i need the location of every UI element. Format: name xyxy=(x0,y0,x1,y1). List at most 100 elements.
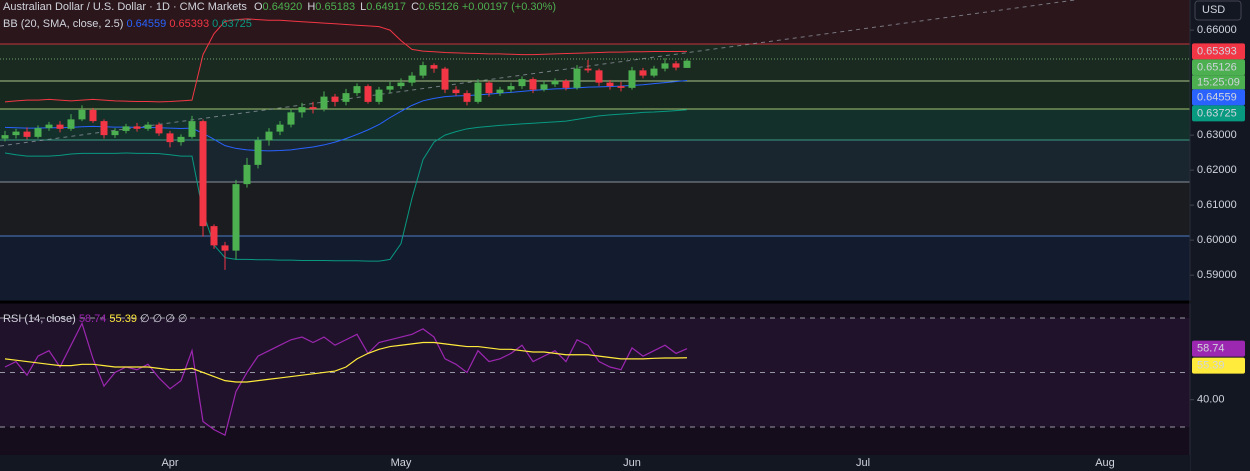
price-tag xyxy=(1192,59,1245,76)
candle-body xyxy=(331,96,339,102)
candle-body xyxy=(342,93,350,102)
candle-body xyxy=(617,86,625,88)
series-line xyxy=(4,109,688,262)
candle-body xyxy=(276,124,284,132)
candle-body xyxy=(584,68,592,71)
bb-name: BB (20, SMA, close, 2.5) xyxy=(3,18,123,30)
price-tag xyxy=(1192,357,1245,374)
candle-body xyxy=(155,124,163,134)
candle-body xyxy=(474,82,482,102)
y-tick-label: 0.59000 xyxy=(1197,269,1237,281)
price-tag-label: 0.63725 xyxy=(1197,107,1237,119)
candle-body xyxy=(551,80,559,85)
candle-body xyxy=(672,63,680,68)
candle-body xyxy=(485,82,493,94)
candle-body xyxy=(188,121,196,137)
candle-body xyxy=(100,121,108,136)
price-tag xyxy=(1192,43,1245,60)
candle-body xyxy=(430,65,438,69)
bb-value: 0.63725 xyxy=(212,18,252,30)
candle-body xyxy=(375,89,383,102)
candle-body xyxy=(463,93,471,102)
candle-body xyxy=(122,126,130,131)
candle-body xyxy=(45,124,53,129)
candle-body xyxy=(232,184,240,251)
x-tick-label: Jun xyxy=(623,457,641,469)
candle-body xyxy=(78,109,86,120)
candle-body xyxy=(67,119,75,129)
candle-body xyxy=(221,245,229,251)
candle-body xyxy=(397,82,405,87)
candle-body xyxy=(89,109,97,122)
series-line xyxy=(4,321,688,436)
y-tick-label: 0.61000 xyxy=(1197,199,1237,211)
candle-body xyxy=(628,70,636,88)
candle-body xyxy=(287,112,295,125)
time-axis xyxy=(0,455,1190,471)
symbol-title: Australian Dollar / U.S. Dollar · 1D · C… xyxy=(3,1,247,13)
x-tick-label: Jul xyxy=(856,457,870,469)
price-tag xyxy=(1192,105,1245,122)
currency[interactable]: USD xyxy=(1202,4,1225,16)
bb-header: BB (20, SMA, close, 2.5) 0.64559 0.65393… xyxy=(3,18,252,30)
candle-body xyxy=(562,80,570,88)
candle-body xyxy=(419,65,427,76)
candle-body xyxy=(518,79,526,87)
ohlc-key: H xyxy=(307,1,315,13)
series-line xyxy=(4,341,688,383)
candle-body xyxy=(309,107,317,109)
rsi-ma-value: 55.39 xyxy=(109,313,137,325)
candle-body xyxy=(364,86,372,102)
candle-body xyxy=(56,124,64,129)
bb-value: 0.64559 xyxy=(127,18,167,30)
ohlc-value: 0.65183 xyxy=(315,1,355,13)
ohlc-value: 0.64917 xyxy=(366,1,406,13)
rsi-value: 58.74 xyxy=(79,313,107,325)
candle-body xyxy=(353,86,361,94)
candle-body xyxy=(573,68,581,88)
change: +0.00197 (+0.30%) xyxy=(462,1,556,13)
candle-body xyxy=(408,75,416,83)
candle-body xyxy=(199,121,207,227)
candle-body xyxy=(166,133,174,143)
candle-body xyxy=(23,131,31,137)
x-tick-label: Aug xyxy=(1095,457,1115,469)
rsi-header: RSI (14, close) 58.74 55.39 ∅ ∅ ∅ ∅ xyxy=(3,313,188,325)
y-tick-label: 0.60000 xyxy=(1197,234,1237,246)
ohlc-value: 0.65126 xyxy=(419,1,459,13)
price-zones xyxy=(0,0,1190,302)
candle-body xyxy=(144,124,152,129)
price-tag-label: 0.65126 xyxy=(1197,61,1237,73)
candle-body xyxy=(320,96,328,109)
candle-body xyxy=(254,140,262,165)
candle-body xyxy=(683,60,691,68)
candle-body xyxy=(298,107,306,113)
x-tick-label: May xyxy=(391,457,412,469)
ohlc-key: C xyxy=(411,1,419,13)
candle-body xyxy=(639,70,647,76)
candle-body xyxy=(243,164,251,185)
candle-body xyxy=(265,131,273,141)
candle-body xyxy=(1,135,9,139)
candle-body xyxy=(529,79,537,90)
price-tag xyxy=(1192,89,1245,106)
countdown-bg xyxy=(1192,75,1245,90)
candle-body xyxy=(133,126,141,129)
y-tick-label: 40.00 xyxy=(1197,394,1225,406)
currency-button[interactable] xyxy=(1194,0,1242,21)
candle-body xyxy=(540,84,548,90)
price-tag-label: 58.74 xyxy=(1197,343,1225,355)
candle-body xyxy=(650,68,658,76)
ohlc-value: 0.64920 xyxy=(263,1,303,13)
ohlc-key: O xyxy=(254,1,263,13)
price-tag-label: 55.39 xyxy=(1197,360,1225,372)
x-tick-label: Apr xyxy=(161,457,178,469)
candle-body xyxy=(111,130,119,136)
candle-body xyxy=(12,131,20,136)
countdown: 15:25:09 xyxy=(1197,76,1240,88)
candle-body xyxy=(496,89,504,94)
candle-body xyxy=(452,89,460,94)
y-tick-label: 0.63000 xyxy=(1197,129,1237,141)
candle-body xyxy=(441,68,449,90)
